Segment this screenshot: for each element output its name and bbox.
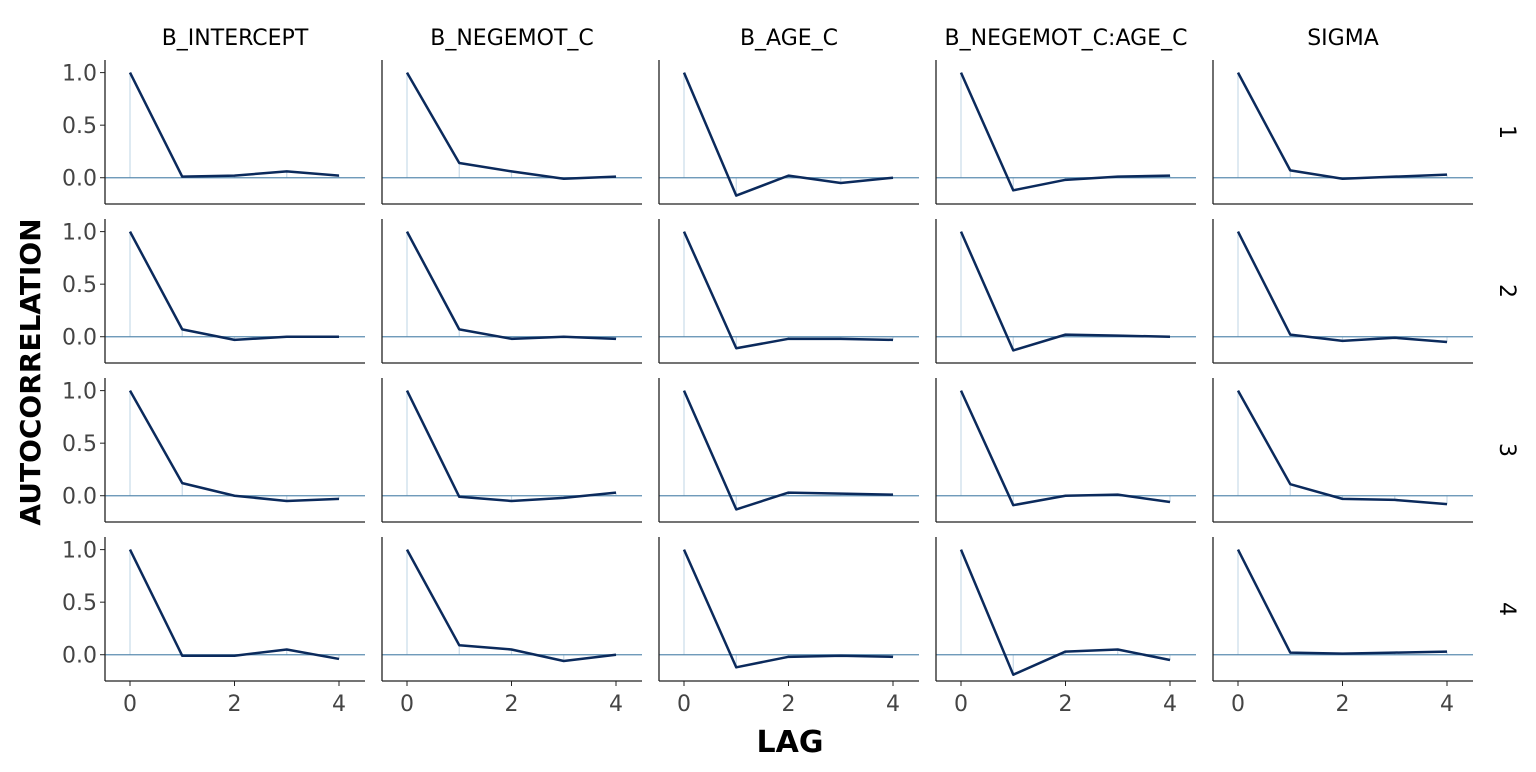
x-tick-label: 2	[505, 692, 519, 717]
x-tick-label: 2	[782, 692, 796, 717]
panel: 0 2 4	[1213, 537, 1473, 717]
acf-line	[1238, 391, 1447, 505]
facet-label-row: 4	[1494, 602, 1519, 616]
panel: 0 2 4	[659, 537, 919, 717]
panel: 0.0 0.5 1.0	[62, 219, 365, 363]
y-tick-label: 0.0	[62, 485, 97, 510]
panel	[1213, 219, 1473, 363]
panel	[382, 60, 642, 204]
x-tick-label: 2	[228, 692, 242, 717]
x-tick-label: 0	[677, 692, 691, 717]
panel	[382, 219, 642, 363]
facet-label-column: B_NEGEMOT_C:AGE_C	[945, 26, 1188, 51]
panel: 0.0 0.5 1.0	[62, 60, 365, 204]
facet-label-column: B_AGE_C	[740, 26, 838, 51]
panel	[659, 60, 919, 204]
y-tick-label: 0.5	[62, 273, 97, 298]
x-tick-label: 4	[1440, 692, 1454, 717]
facet-label-row: 1	[1494, 125, 1519, 139]
x-tick-label: 0	[1231, 692, 1245, 717]
panel	[936, 60, 1196, 204]
panel: 0.0 0.5 1.0 0 2 4	[62, 537, 365, 717]
panel	[659, 219, 919, 363]
x-tick-label: 4	[332, 692, 346, 717]
acf-line	[130, 73, 339, 177]
y-tick-label: 0.5	[62, 114, 97, 139]
y-tick-label: 0.0	[62, 644, 97, 669]
y-tick-label: 1.0	[62, 539, 97, 564]
acf-line	[130, 550, 339, 659]
acf-line	[407, 73, 616, 179]
panel	[936, 378, 1196, 522]
y-axis-title: AUTOCORRELATION	[14, 218, 47, 525]
panel	[1213, 60, 1473, 204]
panel	[659, 378, 919, 522]
panel	[936, 219, 1196, 363]
x-tick-label: 2	[1059, 692, 1073, 717]
acf-line	[407, 232, 616, 339]
acf-line	[961, 232, 1170, 351]
y-tick-label: 1.0	[62, 380, 97, 405]
acf-line	[1238, 232, 1447, 342]
x-tick-label: 4	[886, 692, 900, 717]
x-tick-label: 0	[954, 692, 968, 717]
x-tick-label: 0	[123, 692, 137, 717]
y-tick-label: 1.0	[62, 221, 97, 246]
facet-label-column: B_INTERCEPT	[162, 26, 309, 51]
facet-label-column: SIGMA	[1307, 26, 1379, 51]
acf-line	[684, 232, 893, 349]
acf-line	[961, 73, 1170, 191]
x-tick-label: 2	[1336, 692, 1350, 717]
x-tick-label: 0	[400, 692, 414, 717]
panel: 0.0 0.5 1.0	[62, 378, 365, 522]
acf-line	[961, 391, 1170, 506]
panel: 0 2 4	[382, 537, 642, 717]
acf-line	[961, 550, 1170, 675]
y-tick-label: 0.0	[62, 326, 97, 351]
acf-line	[407, 391, 616, 501]
acf-line	[130, 232, 339, 340]
acf-line	[130, 391, 339, 501]
facet-label-column: B_NEGEMOT_C	[430, 26, 594, 51]
y-tick-label: 0.5	[62, 591, 97, 616]
y-tick-label: 1.0	[62, 62, 97, 87]
x-axis-title: LAG	[757, 725, 824, 760]
panel	[382, 378, 642, 522]
x-tick-label: 4	[1163, 692, 1177, 717]
acf-line	[407, 550, 616, 661]
facet-label-row: 3	[1494, 443, 1519, 457]
panel	[1213, 378, 1473, 522]
y-tick-label: 0.5	[62, 432, 97, 457]
acf-line	[1238, 73, 1447, 179]
acf-line	[1238, 550, 1447, 654]
facet-label-row: 2	[1494, 284, 1519, 298]
acf-line	[684, 391, 893, 510]
panel: 0 2 4	[936, 537, 1196, 717]
x-tick-label: 4	[609, 692, 623, 717]
y-tick-label: 0.0	[62, 167, 97, 192]
acf-line	[684, 550, 893, 668]
